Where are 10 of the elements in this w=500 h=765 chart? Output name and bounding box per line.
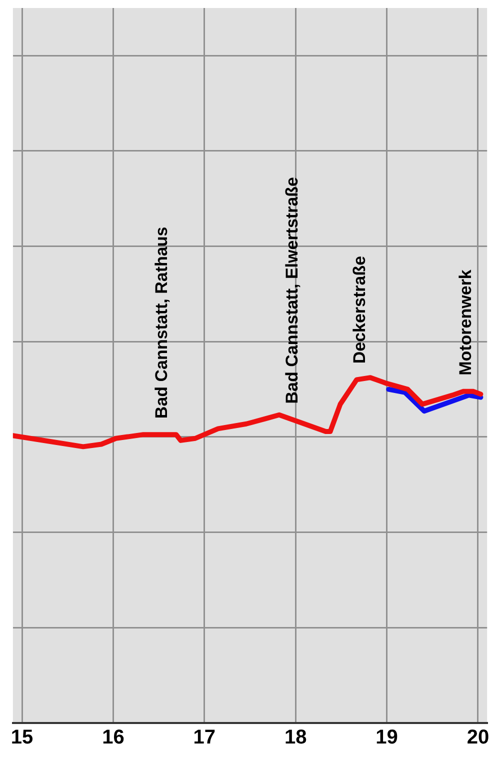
x-tick-label: 16	[102, 726, 124, 749]
x-tick-label: 20	[466, 726, 490, 749]
x-tick-label: 15	[10, 726, 34, 749]
x-tick-label: 18	[284, 726, 307, 749]
annotation: Deckerstraße	[350, 256, 370, 364]
annotation: Motorenwerk	[456, 269, 475, 376]
x-tick-label: 17	[193, 726, 216, 749]
annotation: Bad Cannstatt, Rathaus	[152, 226, 172, 419]
x-tick-label: 19	[376, 726, 398, 749]
annotation: Bad Cannstatt, Elwertstraße	[282, 176, 302, 404]
